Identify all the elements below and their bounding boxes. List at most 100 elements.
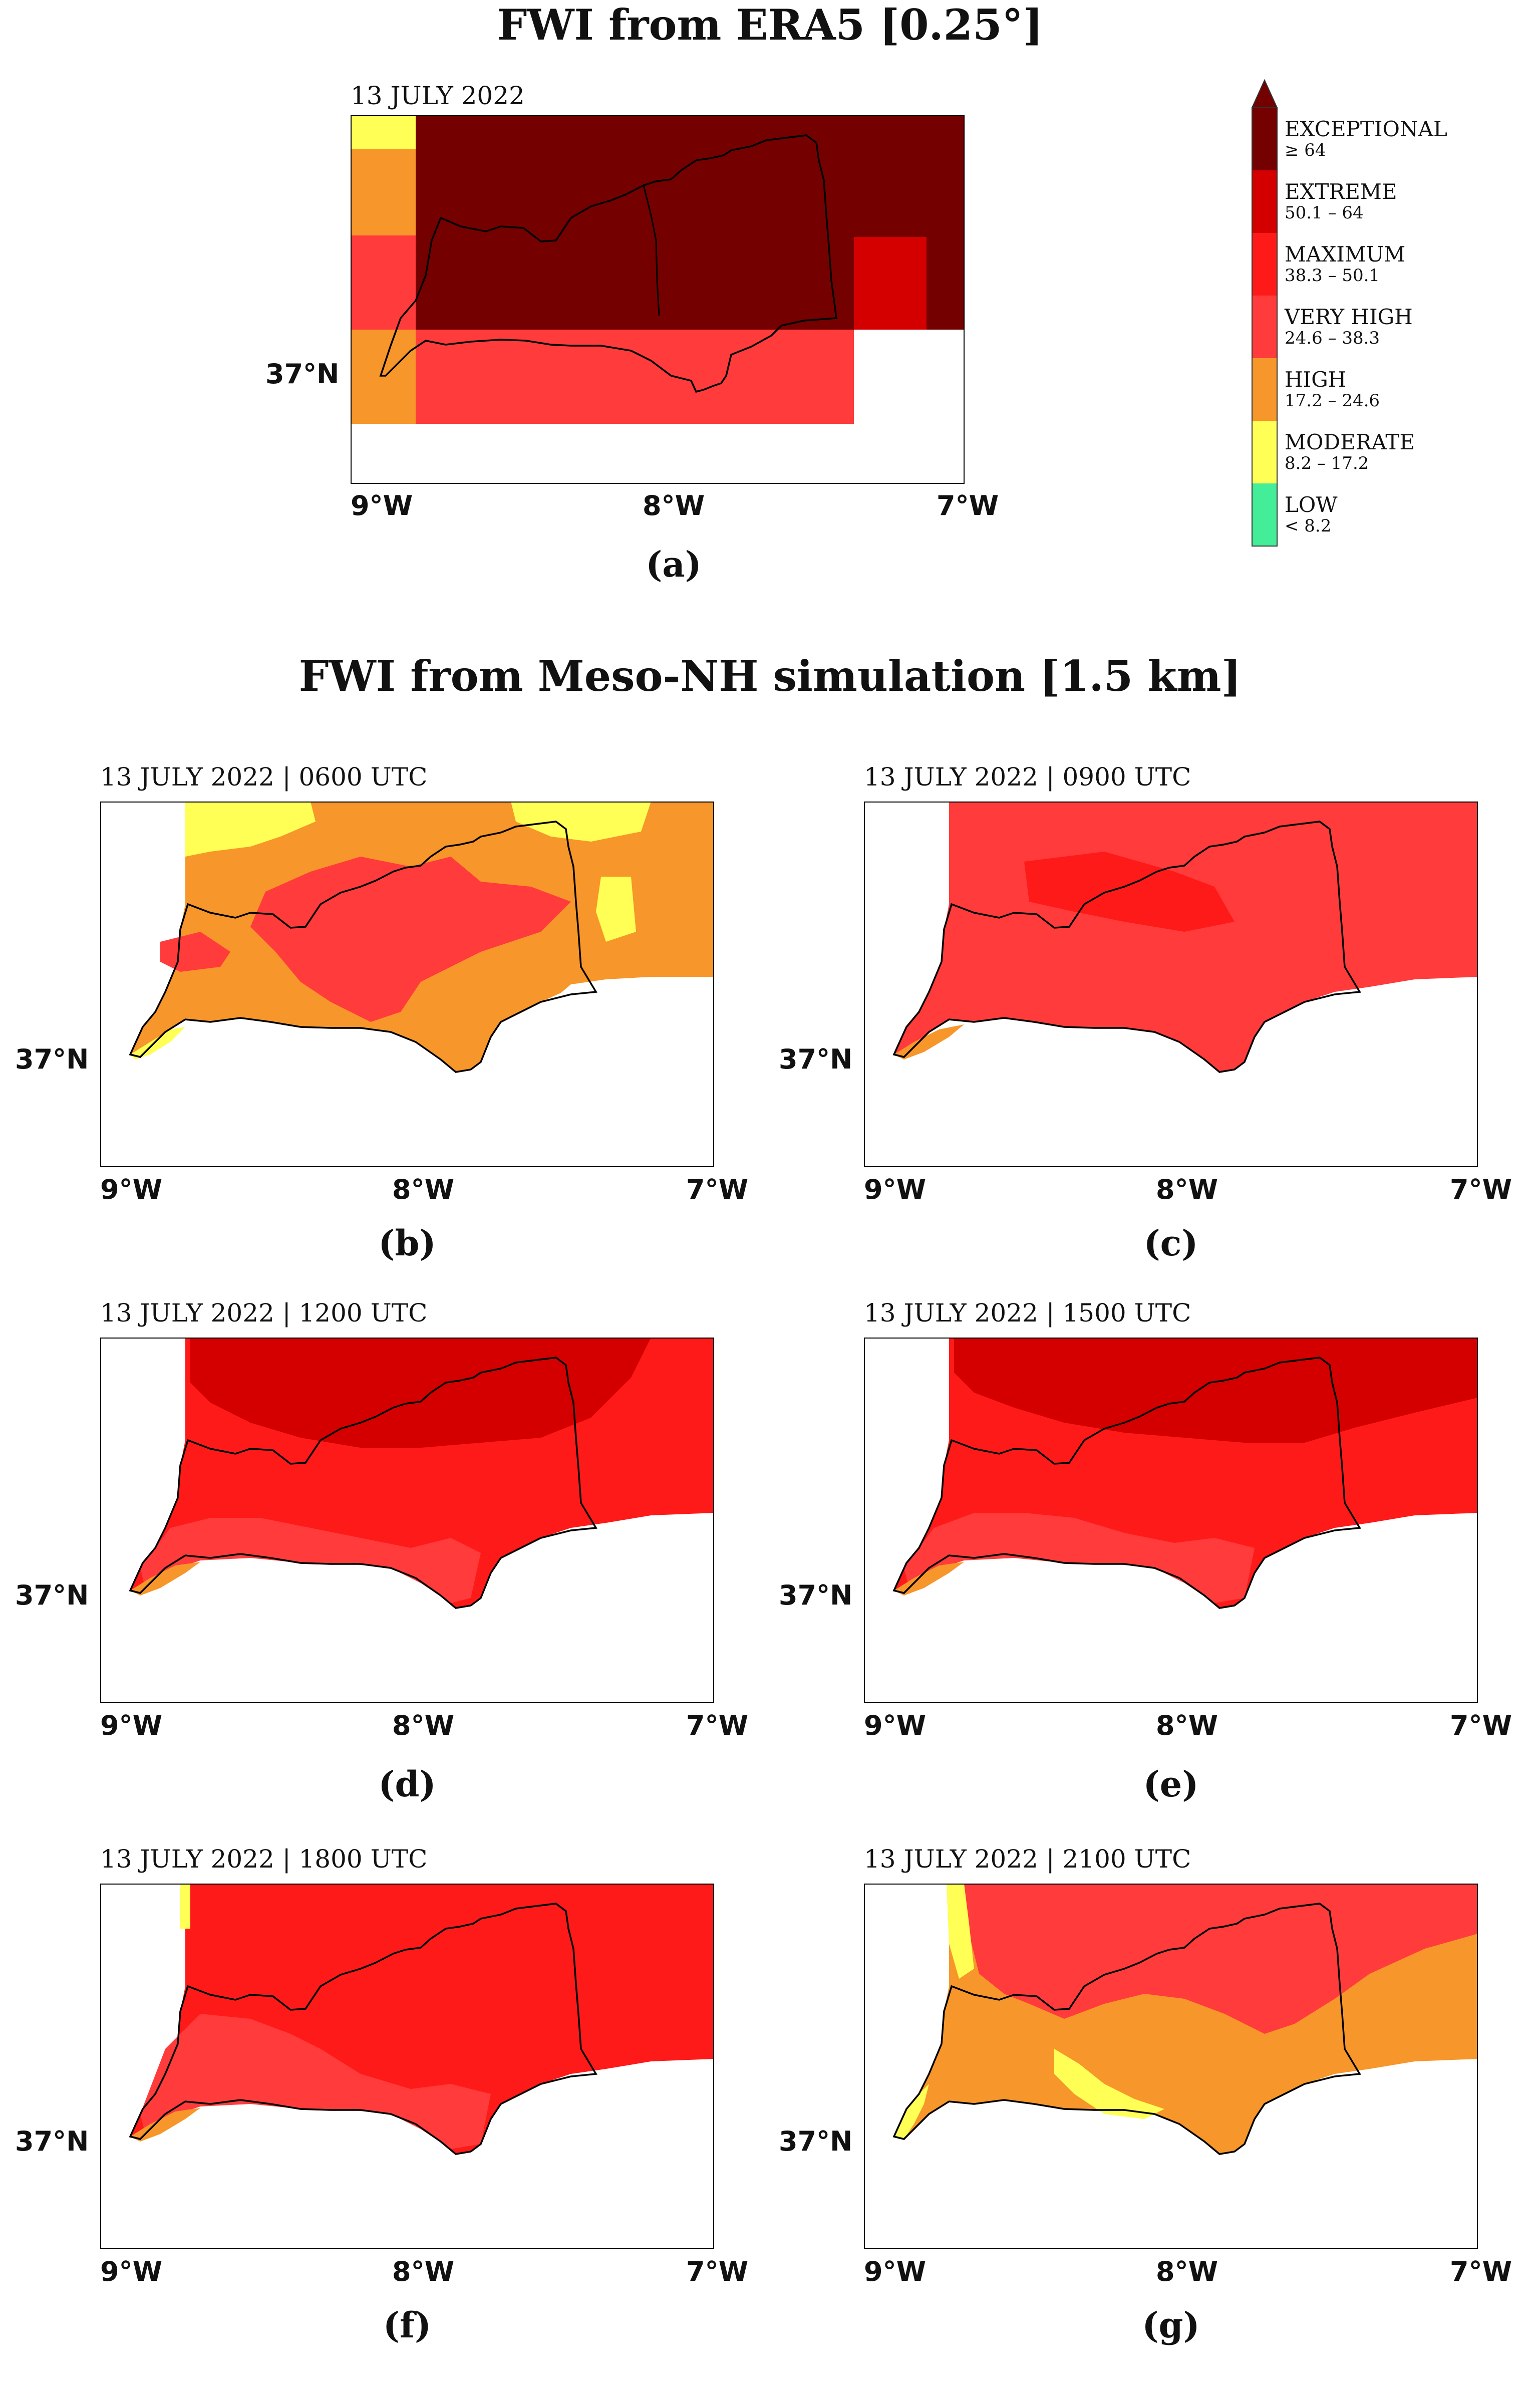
mesonh-fwi-map-e [864,1338,1478,1703]
legend-maximum: MAXIMUM 38.3 – 50.1 [1285,242,1406,286]
colorbar-extreme [1252,170,1277,233]
moderate-zone [947,1884,974,1979]
era5-cell [351,115,416,149]
panel-g-lon-tick-8w: 8°W [1156,2256,1218,2287]
panel-f-label: (f) [383,2304,432,2346]
panel-a-lon-tick-8w: 8°W [643,490,705,521]
legend-exceptional: EXCEPTIONAL ≥ 64 [1285,117,1447,160]
maximum-zone [1024,852,1235,932]
panel-f-lon-tick-8w: 8°W [392,2256,455,2287]
algarve-outline [892,1357,1361,1609]
panel-c-lon-tick-7w: 7°W [1450,1174,1512,1205]
mesonh-fwi-map-b [100,802,714,1167]
legend-extreme: EXTREME 50.1 – 64 [1285,179,1397,223]
panel-c-title: 13 JULY 2022 | 0900 UTC [864,762,1191,791]
panel-e-label: (e) [1143,1763,1199,1805]
panel-c-lon-tick-9w: 9°W [864,1174,927,1205]
era5-cell [351,149,416,235]
algarve-outline [129,1357,597,1609]
colorbar-very-high [1252,296,1277,358]
extreme-zone [190,1338,651,1448]
panel-b-lon-tick-7w: 7°W [686,1174,749,1205]
era5-cell [416,330,854,424]
panel-d-lat-tick: 37°N [15,1579,89,1611]
moderate-zone [180,1884,190,1929]
panel-b-title: 13 JULY 2022 | 0600 UTC [100,762,428,791]
colorbar-maximum [1252,233,1277,296]
fwi-colorbar [1251,79,1278,547]
extreme-zone [954,1338,1478,1443]
high-zone [894,1024,964,1060]
era5-title: FWI from ERA5 [0.25°] [497,0,1043,50]
region-border [643,185,660,316]
algarve-outline [892,821,1361,1073]
panel-d-lon-tick-8w: 8°W [392,1710,455,1741]
era5-cell [351,330,416,424]
panel-c-lon-tick-8w: 8°W [1156,1174,1218,1205]
mesonh-title: FWI from Meso-NH simulation [1.5 km] [298,651,1242,701]
high-zone [130,1562,200,1596]
mesonh-fwi-map-f [100,1884,714,2249]
legend-low: LOW < 8.2 [1285,492,1338,536]
panel-a-title: 13 JULY 2022 [351,81,525,110]
very-high-zone [904,1513,1255,1603]
moderate-zone [596,877,636,942]
panel-b-lat-tick: 37°N [15,1043,89,1075]
moderate-zone [511,802,651,842]
high-zone [130,2108,200,2142]
mesonh-fwi-map-g [864,1884,1478,2249]
legend-very-high: VERY HIGH 24.6 – 38.3 [1285,305,1413,348]
panel-f-title: 13 JULY 2022 | 1800 UTC [100,1844,428,1874]
high-zone [894,1562,964,1596]
moderate-zone [1054,2049,1164,2119]
algarve-outline [129,821,597,1073]
panel-f-lon-tick-9w: 9°W [100,2256,163,2287]
algarve-outline [379,134,837,393]
colorbar-high [1252,358,1277,421]
algarve-outline [892,1903,1361,2155]
panel-a-lat-tick: 37°N [265,358,340,390]
panel-e-lon-tick-8w: 8°W [1156,1710,1218,1741]
panel-d-lon-tick-9w: 9°W [100,1710,163,1741]
era5-cell [351,235,416,330]
mesonh-fwi-map-c [864,802,1478,1167]
moderate-zone [894,2084,929,2139]
panel-b-label: (b) [378,1222,436,1264]
era5-cell [854,237,927,330]
panel-g-title: 13 JULY 2022 | 2100 UTC [864,1844,1191,1874]
panel-e-title: 13 JULY 2022 | 1500 UTC [864,1298,1191,1328]
moderate-zone [185,802,316,857]
panel-c-lat-tick: 37°N [779,1043,853,1075]
panel-b-lon-tick-8w: 8°W [392,1174,455,1205]
panel-g-lon-tick-9w: 9°W [864,2256,927,2287]
panel-c-label: (c) [1143,1222,1198,1264]
colorbar-low [1252,483,1277,546]
algarve-outline [129,1903,597,2155]
mesonh-fwi-map-d [100,1338,714,1703]
panel-e-lon-tick-7w: 7°W [1450,1710,1512,1741]
panel-a-label: (a) [646,544,702,585]
panel-a-lon-tick-7w: 7°W [937,490,999,521]
panel-f-lat-tick: 37°N [15,2126,89,2157]
moderate-zone [130,1027,185,1060]
legend-high: HIGH 17.2 – 24.6 [1285,367,1380,411]
very-high-zone [964,1884,1478,2034]
panel-b-lon-tick-9w: 9°W [100,1174,163,1205]
colorbar-moderate [1252,421,1277,483]
panel-d-label: (d) [378,1763,436,1805]
panel-e-lon-tick-9w: 9°W [864,1710,927,1741]
colorbar-exceptional [1252,108,1277,170]
legend-moderate: MODERATE 8.2 – 17.2 [1285,430,1415,473]
panel-e-lat-tick: 37°N [779,1579,853,1611]
panel-d-title: 13 JULY 2022 | 1200 UTC [100,1298,428,1328]
panel-f-lon-tick-7w: 7°W [686,2256,749,2287]
panel-g-lon-tick-7w: 7°W [1450,2256,1512,2287]
panel-d-lon-tick-7w: 7°W [686,1710,749,1741]
era5-fwi-map [351,115,965,484]
panel-g-label: (g) [1142,2304,1200,2346]
panel-a-lon-tick-9w: 9°W [351,490,413,521]
colorbar-arrow [1251,79,1278,108]
panel-g-lat-tick: 37°N [779,2126,853,2157]
very-high-zone [140,1518,481,1603]
very-high-zone [140,2014,491,2149]
